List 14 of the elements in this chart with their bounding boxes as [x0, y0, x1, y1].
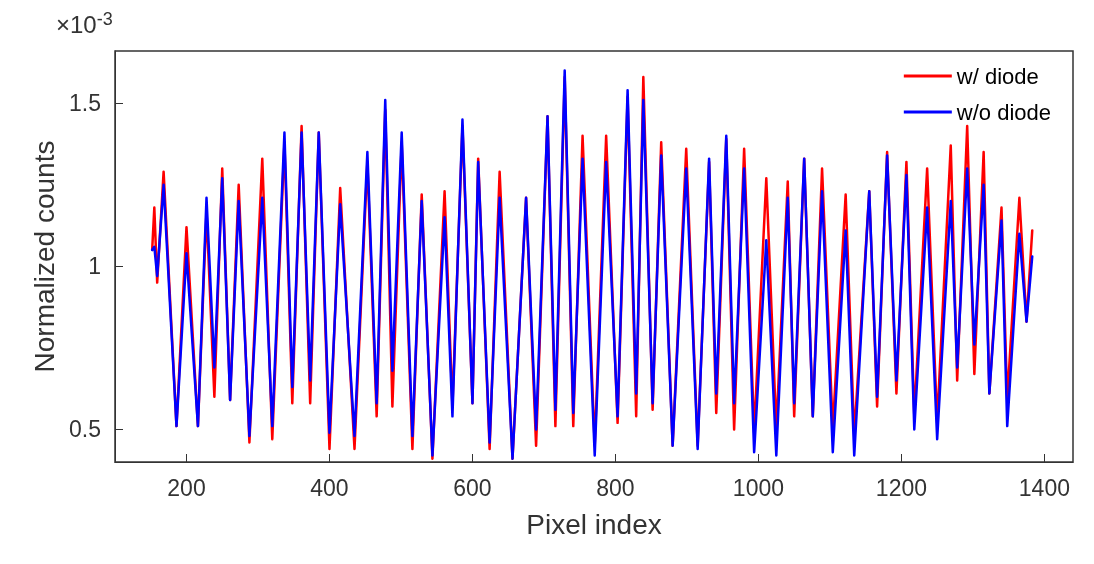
- legend-label: w/ diode: [955, 63, 1039, 89]
- x-tick-label: 800: [596, 474, 635, 501]
- y-axis-title: Normalized counts: [28, 140, 60, 373]
- x-tick-label: 1200: [875, 474, 927, 501]
- x-tick-label: 600: [453, 474, 492, 501]
- x-tick-label: 200: [167, 474, 206, 501]
- y-tick-label: 1: [88, 253, 101, 280]
- x-tick-label: 1400: [1018, 474, 1070, 501]
- x-tick-label: 400: [310, 474, 349, 501]
- y-tick-label: 0.5: [69, 416, 101, 443]
- legend-label: w/o diode: [955, 99, 1052, 125]
- x-tick-label: 1000: [732, 474, 785, 501]
- y-tick-label: 1.5: [69, 90, 101, 117]
- x-axis-title: Pixel index: [526, 508, 662, 540]
